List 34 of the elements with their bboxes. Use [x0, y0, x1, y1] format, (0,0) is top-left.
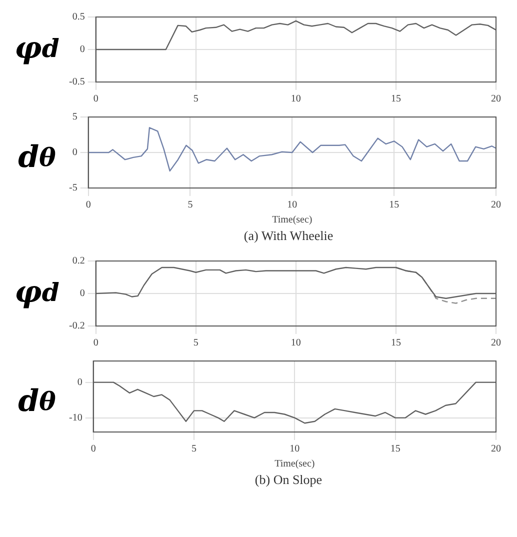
x-tick-label: 20 [491, 444, 501, 455]
x-tick-label: 20 [491, 200, 501, 211]
x-tick-label: 0 [93, 338, 98, 349]
y-tick-label: -10 [68, 412, 82, 424]
x-tick-label: 15 [390, 338, 401, 349]
x-tick-label: 15 [390, 94, 401, 105]
x-tick-label: 20 [491, 94, 501, 105]
y-tick-label: 0 [72, 147, 78, 158]
x-tick-label: 10 [290, 338, 301, 349]
x-axis-title: Time(sec) [274, 458, 315, 470]
x-tick-label: 5 [193, 338, 198, 349]
y-tick-label: 0 [80, 44, 85, 56]
x-axis-title: Time(sec) [272, 214, 312, 226]
y-tick-label: 0.2 [72, 256, 85, 267]
y-tick-label: -0.5 [68, 76, 85, 88]
y-tick-label: -0.2 [68, 320, 85, 332]
x-tick-label: 15 [390, 444, 400, 455]
y-tick-label: 0 [80, 288, 85, 300]
x-tick-label: 5 [193, 94, 198, 105]
y-tick-label: 5 [72, 112, 78, 123]
x-tick-label: 15 [389, 200, 400, 211]
x-tick-label: 0 [90, 444, 96, 455]
y-tick-label: 0 [77, 376, 82, 388]
x-tick-label: 5 [188, 200, 193, 211]
x-tick-label: 10 [287, 200, 298, 211]
x-tick-label: 10 [290, 444, 300, 455]
x-tick-label: 0 [93, 94, 98, 105]
y-tick-label: 0.5 [72, 12, 85, 23]
x-tick-label: 20 [491, 338, 501, 349]
x-tick-label: 5 [192, 444, 196, 455]
y-tick-label: -5 [68, 182, 78, 194]
text: (b) On Slope [254, 472, 324, 488]
x-tick-label: 10 [290, 94, 301, 105]
text: (a) With Wheelie [242, 228, 334, 244]
